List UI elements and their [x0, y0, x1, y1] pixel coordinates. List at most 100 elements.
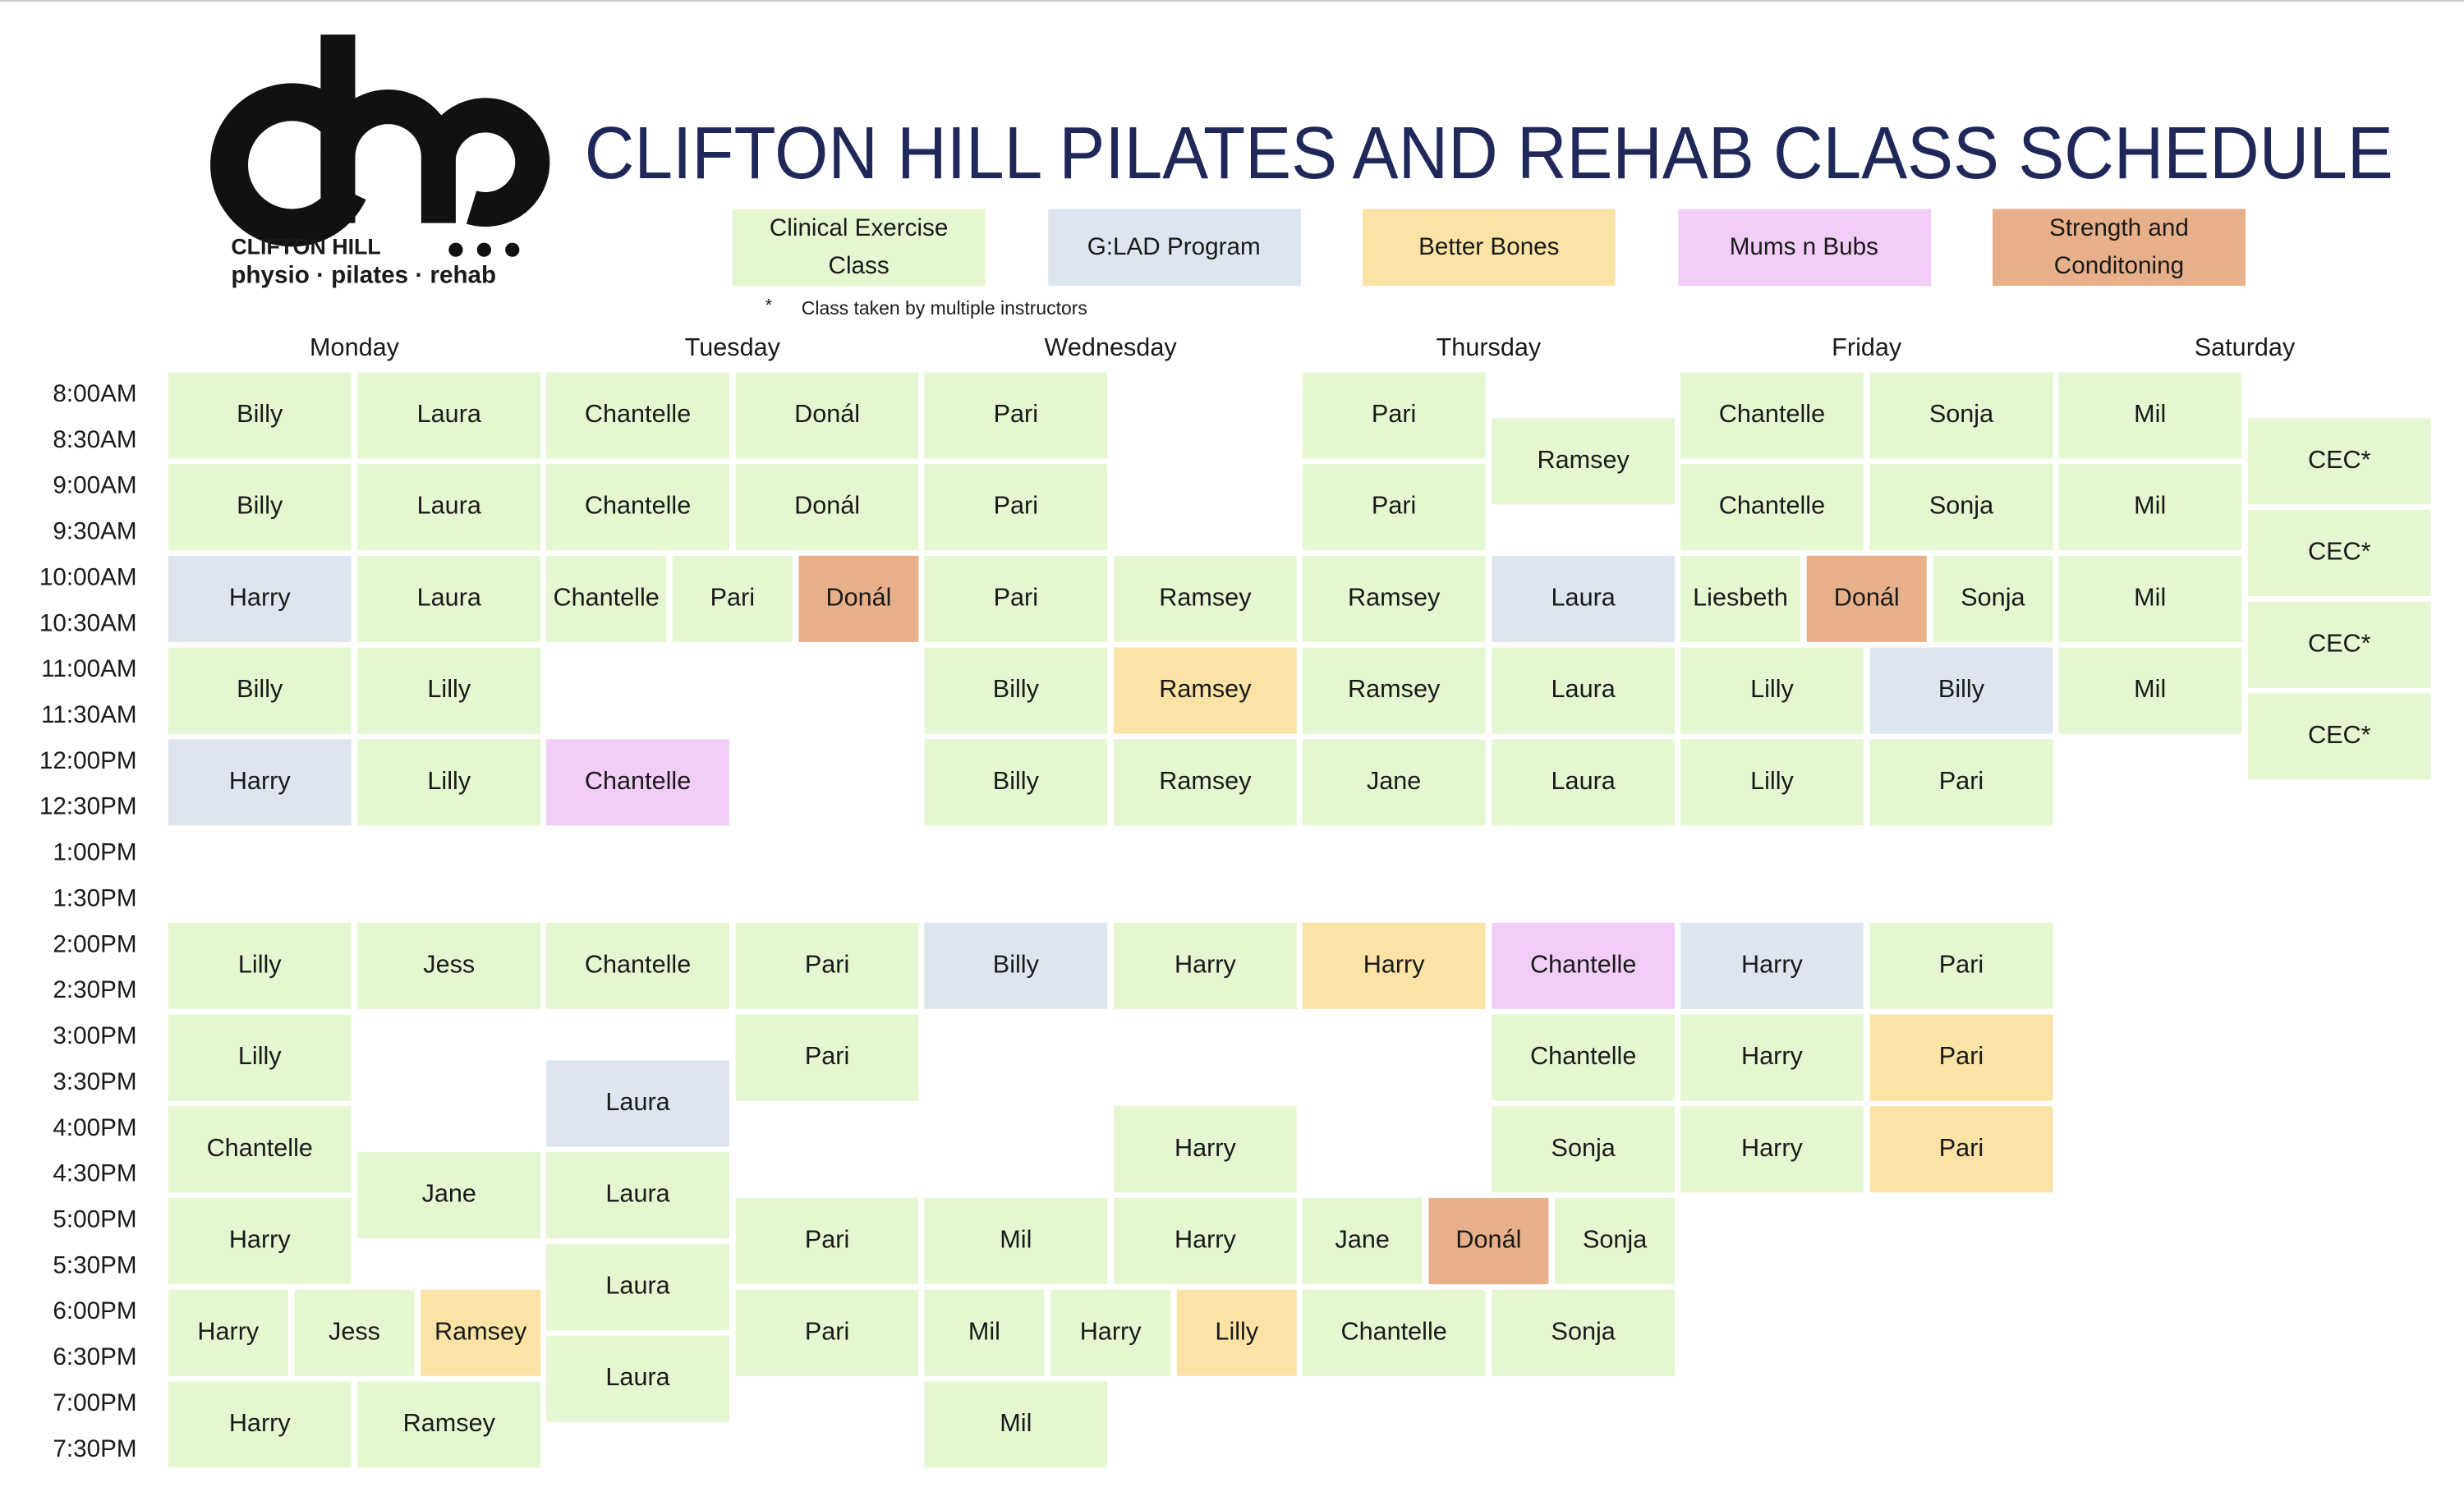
class-cell [168, 1106, 352, 1193]
class-cell [735, 922, 919, 1009]
instructor: Pari [805, 1226, 849, 1254]
class-cell [1302, 464, 1486, 551]
class-cell [735, 1289, 919, 1376]
instructor: Harry [1363, 950, 1426, 978]
instructor: Chantelle [585, 492, 691, 520]
instructor: Harry [1175, 950, 1237, 978]
class-cell [1869, 739, 2053, 826]
time-label: 12:00PM [39, 747, 137, 774]
instructor: Ramsey [1159, 767, 1252, 795]
class-cell [735, 372, 919, 459]
time-label: 7:00PM [53, 1389, 136, 1416]
legend-item: Mums n Bubs [1677, 209, 1931, 287]
class-cell [168, 1014, 352, 1101]
time-label: 5:00PM [53, 1206, 136, 1233]
class-cell [357, 739, 541, 826]
instructor: Laura [417, 583, 482, 611]
class-cell [1555, 1197, 1676, 1284]
class-cell [1869, 647, 2053, 734]
class-cell [924, 647, 1108, 734]
class-cell [168, 555, 352, 642]
instructor: Ramsey [434, 1317, 527, 1345]
class-cell [2247, 693, 2431, 780]
time-label: 10:30AM [39, 609, 137, 636]
class-cell [924, 1289, 1045, 1376]
class-cell [546, 739, 729, 826]
instructor: Harry [1741, 1042, 1804, 1070]
class-cell [672, 555, 793, 642]
class-cell [357, 647, 541, 734]
class-cell [1492, 418, 1676, 505]
instructor: Pari [994, 583, 1038, 611]
class-cell [357, 1381, 541, 1468]
instructor: Harry [197, 1317, 260, 1345]
legend-label: Mums n Bubs [1677, 209, 1931, 287]
time-label: 4:00PM [53, 1114, 136, 1141]
instructor: Harry [229, 1226, 292, 1254]
class-cell [2058, 647, 2242, 734]
instructor: Laura [1551, 675, 1616, 703]
time-label: 5:30PM [53, 1251, 136, 1278]
class-cell [735, 1014, 919, 1101]
note-symbol: * [765, 296, 772, 315]
instructor: Jane [1335, 1226, 1390, 1254]
class-cell [1302, 922, 1486, 1009]
class-cell [1302, 1197, 1423, 1284]
legend-item: Better Bones [1362, 209, 1616, 287]
legend-label: Strength and Conditoning [1992, 209, 2246, 287]
instructor: Harry [1741, 1134, 1804, 1162]
instructor: CEC* [2308, 721, 2371, 749]
class-cell [1113, 739, 1297, 826]
instructor: Chantelle [585, 400, 691, 428]
instructor: Lilly [1750, 767, 1794, 795]
instructor: Laura [417, 492, 482, 520]
legend-item: G:LAD Program [1047, 209, 1301, 287]
instructor: Ramsey [1348, 675, 1441, 703]
class-cell [357, 1152, 541, 1239]
class-cell [924, 464, 1108, 551]
class-cell [924, 1381, 1108, 1468]
class-cell [546, 372, 729, 459]
logo-p [421, 98, 550, 227]
time-label: 2:00PM [53, 930, 136, 957]
instructor: Billy [1938, 675, 1985, 703]
class-cell [1869, 922, 2053, 1009]
class-cell [1680, 739, 1864, 826]
class-cell [2058, 464, 2242, 551]
class-cell [1869, 464, 2053, 551]
class-cell [1492, 922, 1676, 1009]
day-header: Monday [310, 333, 400, 361]
instructor: Billy [237, 400, 283, 428]
class-cell [294, 1289, 415, 1376]
class-cell [1050, 1289, 1171, 1376]
instructor: Donál [1834, 583, 1900, 611]
class-cell [1492, 1289, 1676, 1376]
instructor: Lilly [1215, 1317, 1258, 1345]
class-cell [546, 1060, 729, 1147]
instructor: Lilly [427, 767, 471, 795]
class-cell [1302, 647, 1486, 734]
instructor: Chantelle [1530, 1042, 1636, 1070]
instructor: Pari [1939, 767, 1984, 795]
instructor: Jess [329, 1317, 380, 1345]
class-cell [1492, 555, 1676, 642]
legend-label: Clinical Exercise Class [732, 209, 986, 287]
time-label: 6:00PM [53, 1297, 136, 1324]
time-label: 1:00PM [53, 839, 136, 866]
day-header: Tuesday [685, 333, 781, 361]
class-cell [1302, 739, 1486, 826]
legend-item: Strength and Conditoning [1992, 209, 2246, 287]
instructor: Sonja [1583, 1226, 1648, 1254]
instructor: Pari [1939, 1042, 1984, 1070]
instructor: Pari [805, 1042, 849, 1070]
instructor: Laura [417, 400, 482, 428]
class-cell [2058, 372, 2242, 459]
instructor: Pari [994, 492, 1038, 520]
instructor: Ramsey [1159, 583, 1252, 611]
class-cell [546, 555, 667, 642]
class-cell [168, 1381, 352, 1468]
instructor: Pari [994, 400, 1038, 428]
instructor: Billy [993, 675, 1040, 703]
time-label: 2:30PM [53, 976, 136, 1003]
class-cell [2058, 555, 2242, 642]
